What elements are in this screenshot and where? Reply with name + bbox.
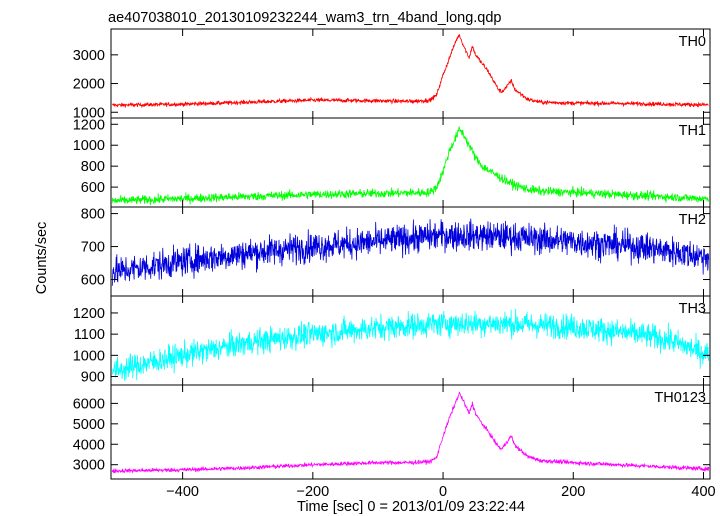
y-tick-label: 1200 bbox=[73, 117, 105, 133]
series-line-th0123 bbox=[111, 391, 710, 474]
x-tick-label: 400 bbox=[691, 484, 715, 500]
panel-frame bbox=[110, 384, 711, 480]
x-tick-label: −400 bbox=[166, 484, 199, 500]
y-tick-label: 6000 bbox=[73, 396, 105, 412]
series-line-th1 bbox=[111, 126, 710, 206]
panel-label-th0: TH0 bbox=[679, 34, 706, 50]
panel-th2: 600 700 800 TH2 bbox=[81, 206, 711, 297]
series-line-th2 bbox=[111, 218, 710, 286]
y-tick-label: 5000 bbox=[73, 417, 105, 433]
y-tick-label: 800 bbox=[81, 207, 105, 223]
panel-label-th0123: TH0123 bbox=[654, 390, 706, 406]
x-axis-label: Time [sec] 0 = 2013/01/09 23:22:44 bbox=[297, 499, 525, 515]
panel-label-th3: TH3 bbox=[679, 301, 706, 317]
panel-label-th2: TH2 bbox=[679, 212, 706, 228]
y-tick-label: 2000 bbox=[73, 77, 105, 93]
y-tick-label: 1000 bbox=[73, 105, 105, 121]
y-tick-label: 1000 bbox=[73, 138, 105, 154]
x-tick-label: 0 bbox=[439, 484, 447, 500]
panel-th1: 600 800 1000 1200 TH1 bbox=[73, 117, 711, 208]
series-line-th0 bbox=[112, 34, 709, 109]
x-tick-label: 200 bbox=[561, 484, 585, 500]
y-tick-label: 600 bbox=[81, 273, 105, 289]
y-tick-label: 900 bbox=[81, 370, 105, 386]
y-tick-label: 4000 bbox=[73, 437, 105, 453]
panel-th3: 900 1000 1100 1200 TH3 bbox=[73, 295, 711, 386]
y-tick-label: 600 bbox=[81, 180, 105, 196]
y-tick-label: 800 bbox=[81, 159, 105, 175]
panel-th0123: 3000 4000 5000 6000 TH0123 bbox=[73, 384, 711, 480]
y-tick-label: 3000 bbox=[73, 48, 105, 64]
y-axis-label: Counts/sec bbox=[34, 222, 50, 295]
y-tick-label: 1100 bbox=[74, 327, 105, 343]
x-tick-label: −200 bbox=[297, 484, 330, 500]
y-tick-label: 1200 bbox=[73, 306, 105, 322]
y-tick-label: 1000 bbox=[73, 348, 105, 364]
chart-title: ae407038010_20130109232244_wam3_trn_4ban… bbox=[108, 10, 501, 26]
y-tick-label: 3000 bbox=[73, 458, 105, 474]
panel-frame bbox=[110, 295, 711, 386]
panel-th0: 1000 2000 3000 TH0 bbox=[73, 28, 711, 121]
series-line-th3 bbox=[111, 308, 710, 381]
y-tick-label: 700 bbox=[81, 240, 105, 256]
panel-label-th1: TH1 bbox=[679, 123, 706, 139]
